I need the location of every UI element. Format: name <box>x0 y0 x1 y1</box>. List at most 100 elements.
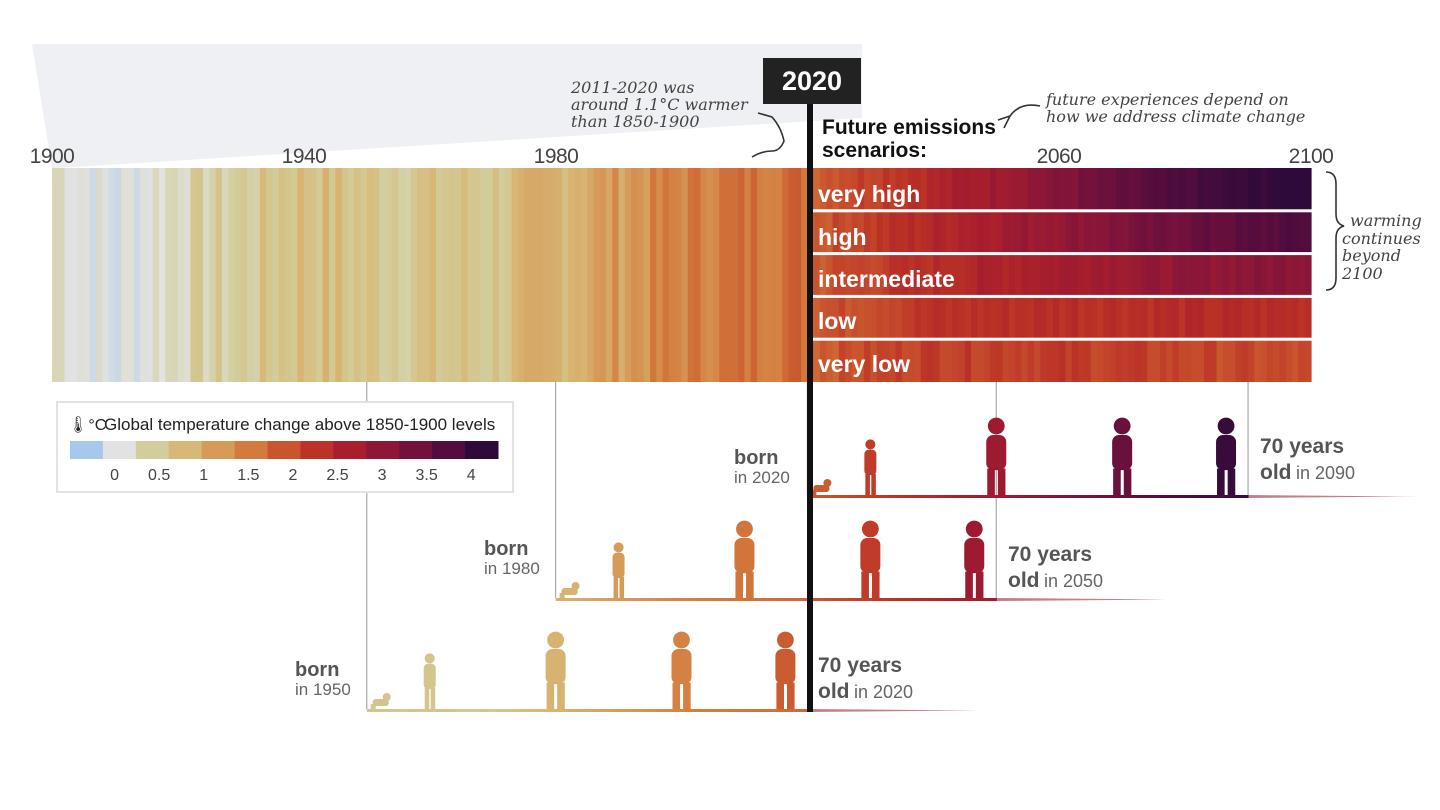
stripe-1913 <box>133 168 141 382</box>
ground-seg-2020-2073 <box>1141 495 1148 498</box>
stripe-low-2033 <box>889 296 897 340</box>
stripe-very-high-2099 <box>1304 168 1312 211</box>
stripe-1948 <box>354 168 362 382</box>
stripe-very-high-2078 <box>1172 168 1180 211</box>
ground-seg-1980-2022 <box>819 598 827 601</box>
ground-seg-1980-2024 <box>832 598 840 601</box>
stripe-high-2084 <box>1210 210 1218 254</box>
ground-seg-1950-1953 <box>385 709 393 712</box>
stripe-high-2055 <box>1027 210 1035 254</box>
ground-seg-2020-2048 <box>983 495 991 498</box>
stripe-very-low-2062 <box>1071 339 1079 382</box>
stripe-2016 <box>782 168 790 382</box>
stripe-very-low-2024 <box>832 339 840 382</box>
stripe-intermediate-2028 <box>857 253 865 297</box>
age-70-in-2050-label: 70 years old in 2050 <box>1008 543 1104 593</box>
stripe-1908 <box>102 168 110 382</box>
scenario-label-very-low: very low <box>818 351 911 377</box>
stripe-low-2049 <box>989 296 997 340</box>
stripe-high-2048 <box>983 210 991 254</box>
stripe-low-2090 <box>1248 296 1255 340</box>
stripe-low-2048 <box>983 296 991 340</box>
stripe-low-2084 <box>1210 296 1218 340</box>
stripe-very-high-2035 <box>901 168 909 211</box>
legend-cell-9 <box>366 441 400 459</box>
figure-age-70-born-1950 <box>775 631 796 709</box>
stripe-low-2056 <box>1034 296 1041 340</box>
ground-seg-1950-2009 <box>738 709 746 712</box>
legend-cell-5 <box>234 441 269 459</box>
stripe-intermediate-2039 <box>927 253 934 297</box>
figure-age-10-born-2020 <box>864 439 877 495</box>
stripe-intermediate-2042 <box>945 253 953 297</box>
ground-seg-2020-2086 <box>1222 495 1230 498</box>
stripe-very-low-2084 <box>1210 339 1218 382</box>
historical-stripes <box>52 168 808 382</box>
ground-seg-1980-2035 <box>901 598 909 601</box>
stripe-1979 <box>549 168 557 382</box>
stripe-1940 <box>303 168 311 382</box>
stripe-1922 <box>190 168 198 382</box>
stripe-intermediate-2076 <box>1159 253 1167 297</box>
stripe-very-low-2043 <box>952 339 960 382</box>
ground-seg-1950-1991 <box>624 709 632 712</box>
ground-seg-1950-1981 <box>561 709 569 712</box>
future-bracket <box>1325 171 1345 291</box>
stripe-low-2086 <box>1222 296 1230 340</box>
stripe-1991 <box>624 168 632 382</box>
stripe-intermediate-2064 <box>1084 253 1092 297</box>
stripe-very-low-2039 <box>927 339 934 382</box>
stripe-very-high-2063 <box>1078 168 1085 211</box>
stripe-low-2080 <box>1185 296 1192 340</box>
stripe-intermediate-2038 <box>920 253 928 297</box>
ground-seg-2020-2032 <box>882 495 890 498</box>
stripe-very-low-2068 <box>1109 339 1117 382</box>
stripe-intermediate-2052 <box>1008 253 1016 297</box>
stripe-very-low-2063 <box>1078 339 1085 382</box>
stripe-intermediate-2053 <box>1015 253 1023 297</box>
ground-seg-2020-2033 <box>889 495 897 498</box>
stripe-intermediate-2021 <box>813 253 821 297</box>
stripe-1931 <box>247 168 255 382</box>
ground-seg-1950-2013 <box>763 709 771 712</box>
stripe-intermediate-2057 <box>1040 253 1048 297</box>
stripe-high-2065 <box>1090 210 1098 254</box>
ground-seg-1980-2027 <box>851 598 859 601</box>
stripe-intermediate-2084 <box>1210 253 1218 297</box>
ground-seg-1950-2011 <box>750 709 758 712</box>
ground-seg-2020-2064 <box>1084 495 1092 498</box>
ground-seg-1980-2028 <box>857 598 865 601</box>
stripe-very-low-2042 <box>945 339 953 382</box>
ground-seg-1980-2048 <box>983 598 991 601</box>
ground-seg-1980-2012 <box>757 598 764 601</box>
stripe-very-low-2087 <box>1229 339 1237 382</box>
stripe-intermediate-2037 <box>914 253 922 297</box>
ground-seg-2020-2079 <box>1178 495 1186 498</box>
stripe-high-2034 <box>895 210 903 254</box>
stripe-high-2029 <box>864 210 871 254</box>
stripe-intermediate-2044 <box>958 253 966 297</box>
stripe-low-2022 <box>819 296 827 340</box>
legend-tick-3.5: 3.5 <box>415 467 438 484</box>
stripe-very-high-2054 <box>1021 168 1029 211</box>
stripe-very-high-2090 <box>1248 168 1255 211</box>
figure-age-70-born-2020 <box>1216 417 1237 495</box>
ground-seg-1950-1967 <box>473 709 481 712</box>
legend-tick-2: 2 <box>288 467 298 484</box>
stripe-low-2067 <box>1103 296 1111 340</box>
stripe-very-low-2046 <box>971 339 978 382</box>
stripe-very-high-2022 <box>819 168 827 211</box>
stripe-low-2055 <box>1027 296 1035 340</box>
ground-seg-2020-2087 <box>1229 495 1237 498</box>
age-70-in-2090-label: 70 years old in 2090 <box>1260 435 1356 485</box>
stripe-intermediate-2023 <box>826 253 834 297</box>
stripe-very-high-2096 <box>1285 168 1293 211</box>
stripe-low-2034 <box>895 296 903 340</box>
stripe-very-high-2087 <box>1229 168 1237 211</box>
ground-seg-2020-2058 <box>1046 495 1054 498</box>
stripe-1970 <box>492 168 500 382</box>
stripe-low-2091 <box>1254 296 1262 340</box>
stripe-1967 <box>473 168 481 382</box>
ground-seg-2020-2039 <box>927 495 934 498</box>
ground-seg-2020-2084 <box>1210 495 1218 498</box>
